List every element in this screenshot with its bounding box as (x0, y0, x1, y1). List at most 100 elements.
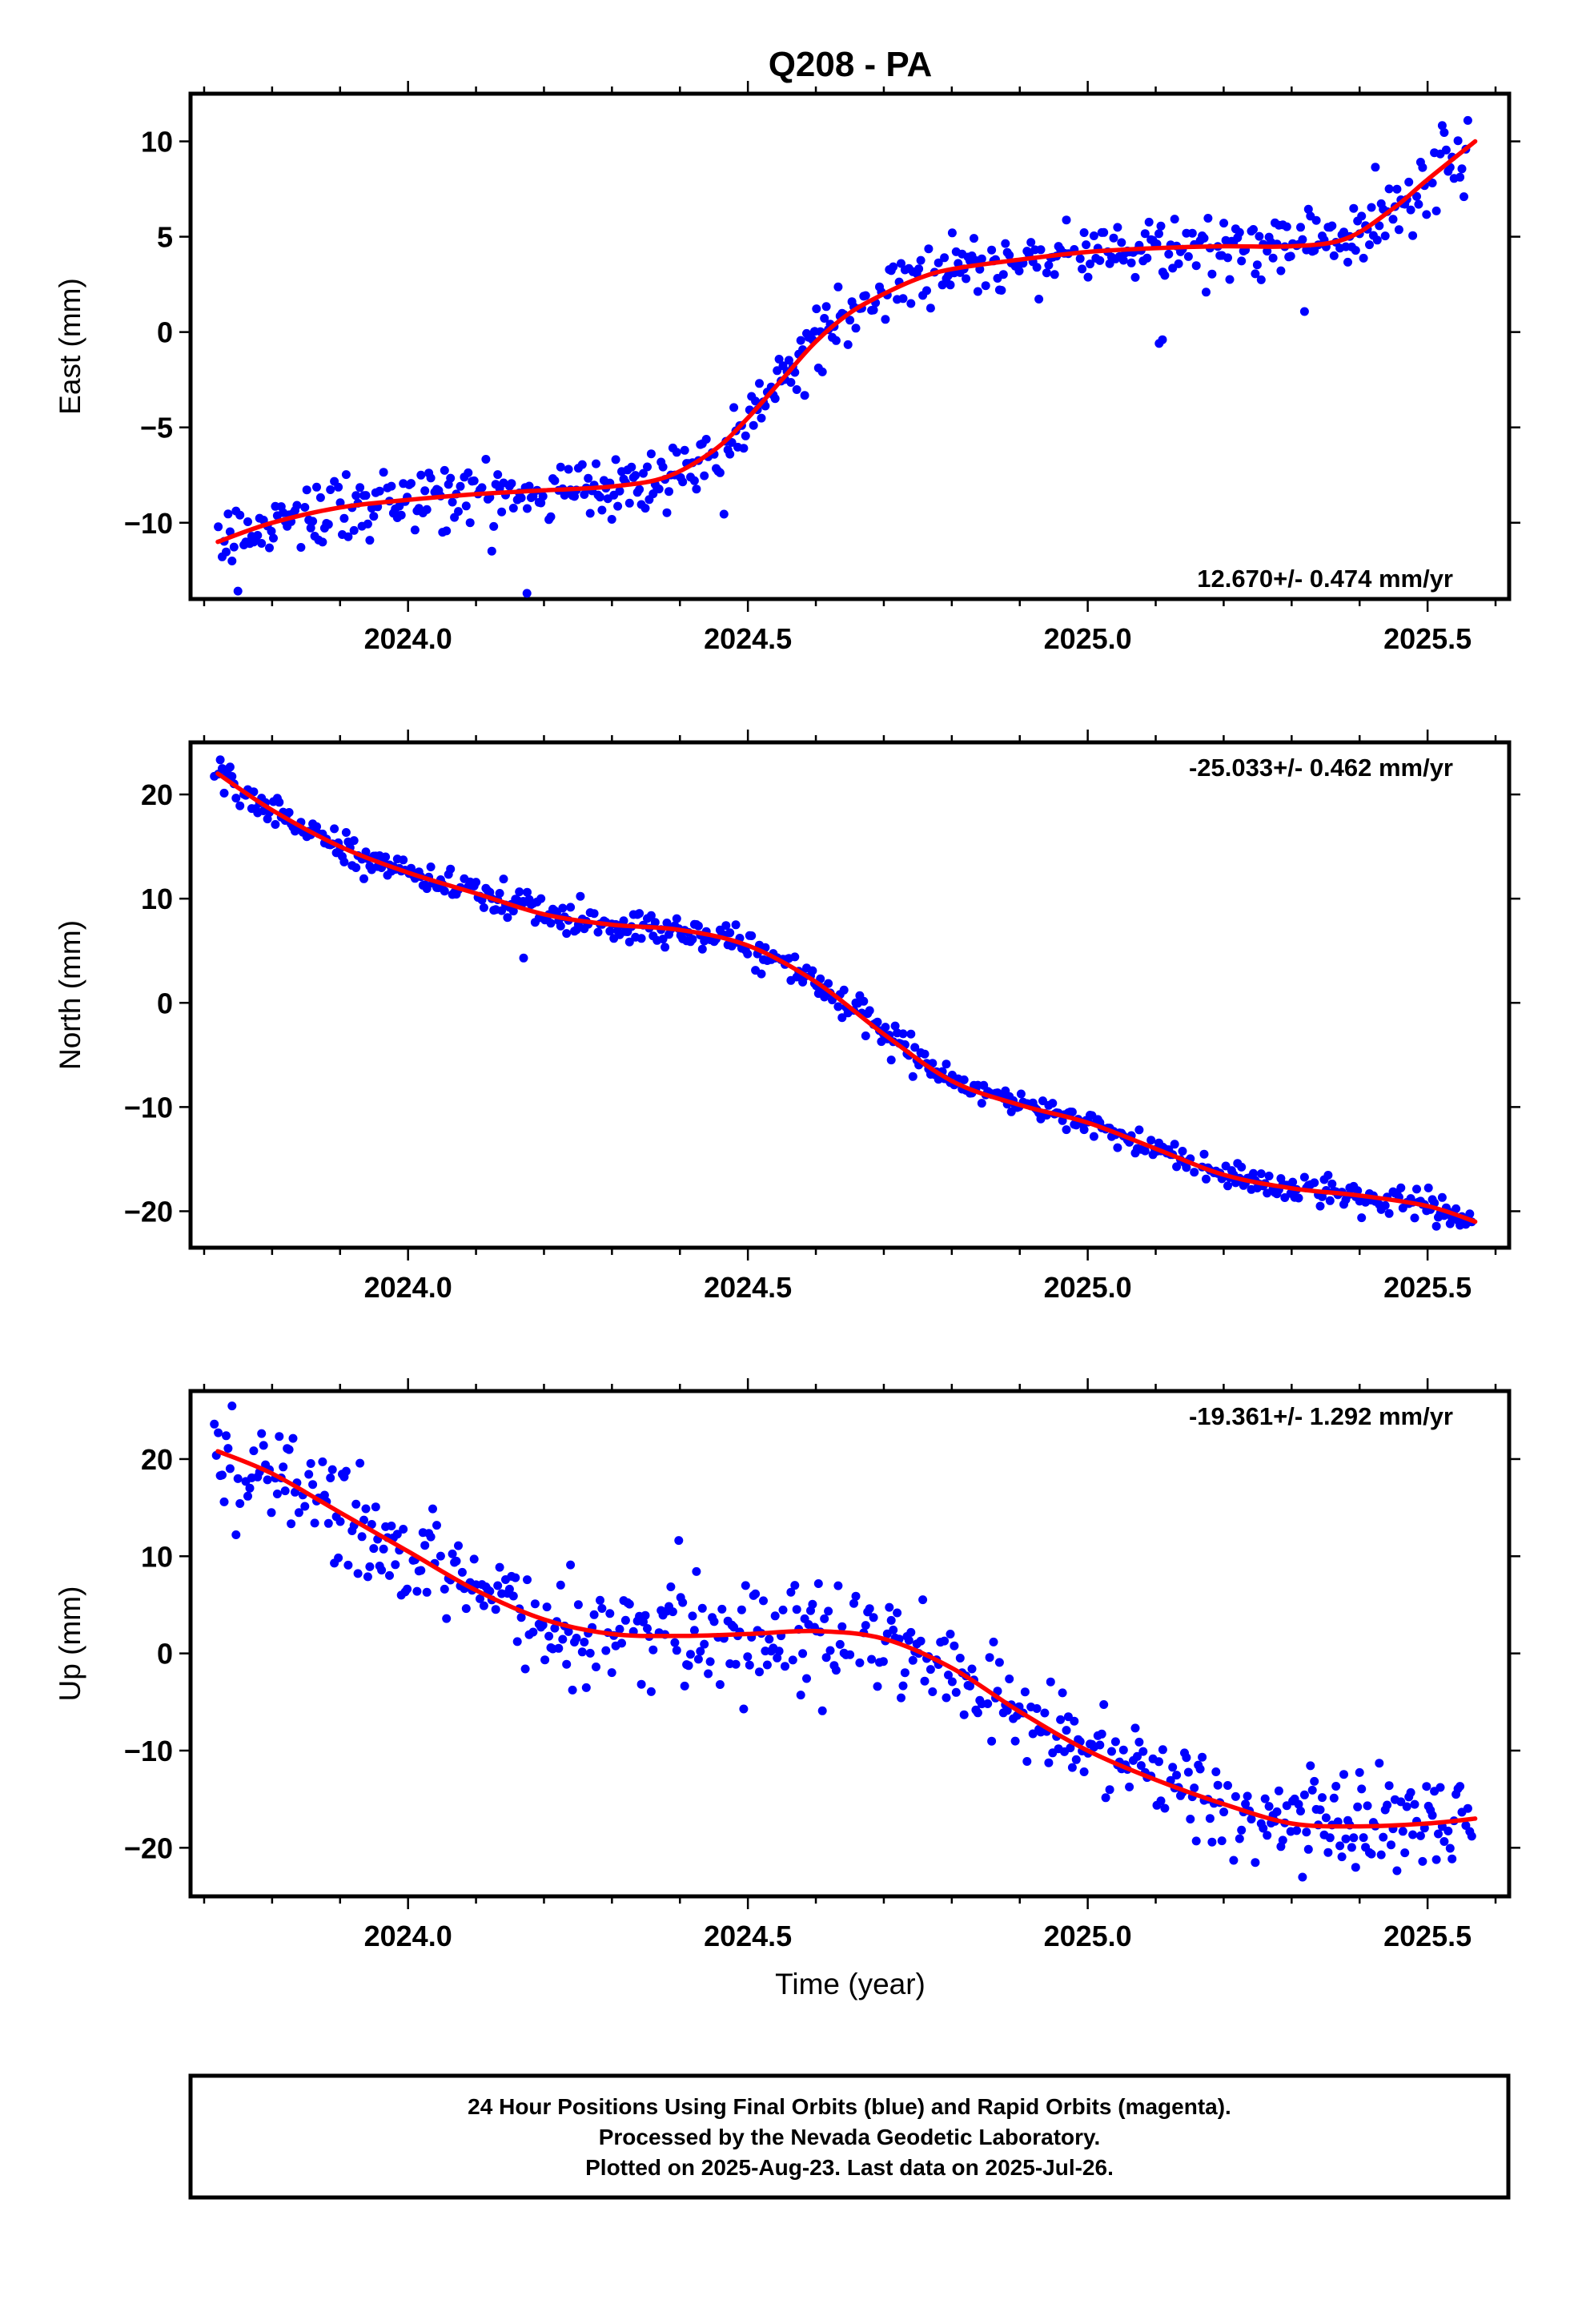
up-data-point (1400, 1848, 1410, 1858)
up-data-point (341, 1466, 351, 1476)
east-data-points (214, 115, 1472, 598)
up-data-point (1022, 1757, 1032, 1766)
east-data-point (375, 486, 384, 496)
north-data-point (1396, 1183, 1406, 1192)
east-data-point (361, 491, 371, 501)
up-data-point (1363, 1801, 1372, 1811)
north-data-point (558, 903, 568, 913)
up-data-point (343, 1560, 353, 1570)
east-data-point (577, 460, 587, 469)
up-data-point (1307, 1785, 1317, 1795)
north-data-point (235, 801, 245, 810)
up-data-point (674, 1536, 684, 1546)
up-data-point (573, 1600, 583, 1610)
up-data-point (898, 1681, 908, 1691)
north-data-point (721, 921, 731, 931)
east-data-point (1422, 210, 1431, 219)
east-panel: 2024.0 2024.5 2025.0 2025.5 −10 −5 0 5 10 East (m… (54, 81, 1520, 655)
up-data-point (326, 1474, 335, 1482)
up-data-point (897, 1693, 905, 1703)
up-data-point (950, 1641, 959, 1651)
north-plot-frame (188, 740, 1512, 1250)
up-data-point (808, 1599, 817, 1609)
up-data-point (1359, 1833, 1368, 1843)
up-data-point (1443, 1826, 1453, 1835)
up-data-point (1213, 1780, 1223, 1790)
north-data-point (1310, 1178, 1319, 1188)
east-data-point (1174, 259, 1183, 268)
up-data-point (1211, 1767, 1221, 1776)
east-data-point (315, 493, 325, 502)
up-data-point (422, 1587, 432, 1597)
up-data-point (1410, 1799, 1419, 1809)
east-data-point (1082, 240, 1091, 250)
up-data-point (279, 1462, 288, 1472)
east-data-point (536, 498, 546, 508)
east-data-point (1089, 231, 1098, 240)
east-data-point (564, 464, 573, 474)
north-data-point (725, 928, 735, 938)
up-data-point (1070, 1716, 1079, 1726)
north-data-point (359, 874, 368, 883)
up-data-point (693, 1655, 703, 1664)
up-data-point (1415, 1831, 1425, 1840)
up-data-point (820, 1614, 829, 1623)
north-data-point (1089, 1132, 1098, 1141)
east-data-point (1408, 231, 1418, 240)
north-data-point (1079, 1125, 1089, 1135)
east-data-point (223, 509, 233, 519)
north-fit-line (215, 771, 1478, 1224)
up-data-point (918, 1595, 928, 1605)
up-data-point (1160, 1803, 1170, 1813)
up-data-point (865, 1604, 874, 1614)
up-data-point (1191, 1836, 1201, 1846)
up-rate-label: -19.361+/- 1.292 mm/yr (1189, 1402, 1453, 1430)
east-data-point (897, 259, 905, 268)
east-data-point (233, 586, 243, 596)
north-y-tick-label: 20 (141, 778, 173, 811)
up-data-point (520, 1664, 530, 1674)
north-data-point (636, 934, 646, 943)
north-data-point (1263, 1188, 1272, 1198)
east-data-point (440, 465, 449, 475)
east-data-point (796, 336, 805, 345)
east-data-point (1453, 136, 1463, 146)
east-data-point (881, 315, 890, 324)
north-data-point (697, 944, 707, 954)
up-data-point (765, 1634, 774, 1644)
up-data-point (1223, 1781, 1232, 1790)
up-data-point (223, 1444, 233, 1454)
up-data-point (1310, 1776, 1319, 1786)
east-data-point (584, 473, 593, 483)
east-data-point (833, 282, 843, 292)
up-data-point (257, 1429, 267, 1438)
up-data-point (994, 1658, 1004, 1667)
up-data-point (1219, 1807, 1229, 1817)
chart-title: Q208 - PA (769, 45, 933, 84)
up-data-point (700, 1639, 709, 1649)
up-data-point (1325, 1833, 1335, 1843)
east-data-point (821, 302, 831, 312)
east-y-tick-label: 5 (157, 221, 173, 254)
east-data-point (1144, 217, 1154, 227)
east-data-point (592, 459, 600, 468)
east-data-point (1256, 275, 1266, 284)
north-data-point (1172, 1162, 1182, 1172)
up-data-point (615, 1624, 624, 1634)
north-data-point (1465, 1209, 1475, 1219)
north-data-point (1318, 1192, 1327, 1201)
east-data-point (987, 245, 997, 255)
up-data-point (1190, 1783, 1199, 1793)
up-data-point (680, 1681, 689, 1691)
east-data-point (680, 445, 689, 455)
east-data-point (922, 286, 931, 296)
east-data-point (341, 470, 351, 480)
up-data-point (412, 1586, 422, 1596)
up-data-point (306, 1459, 315, 1468)
east-data-point (379, 468, 388, 477)
up-data-point (530, 1599, 540, 1609)
up-data-point (568, 1685, 577, 1695)
east-data-point (1263, 247, 1272, 256)
north-data-point (1048, 1099, 1058, 1108)
east-data-point (692, 485, 701, 494)
